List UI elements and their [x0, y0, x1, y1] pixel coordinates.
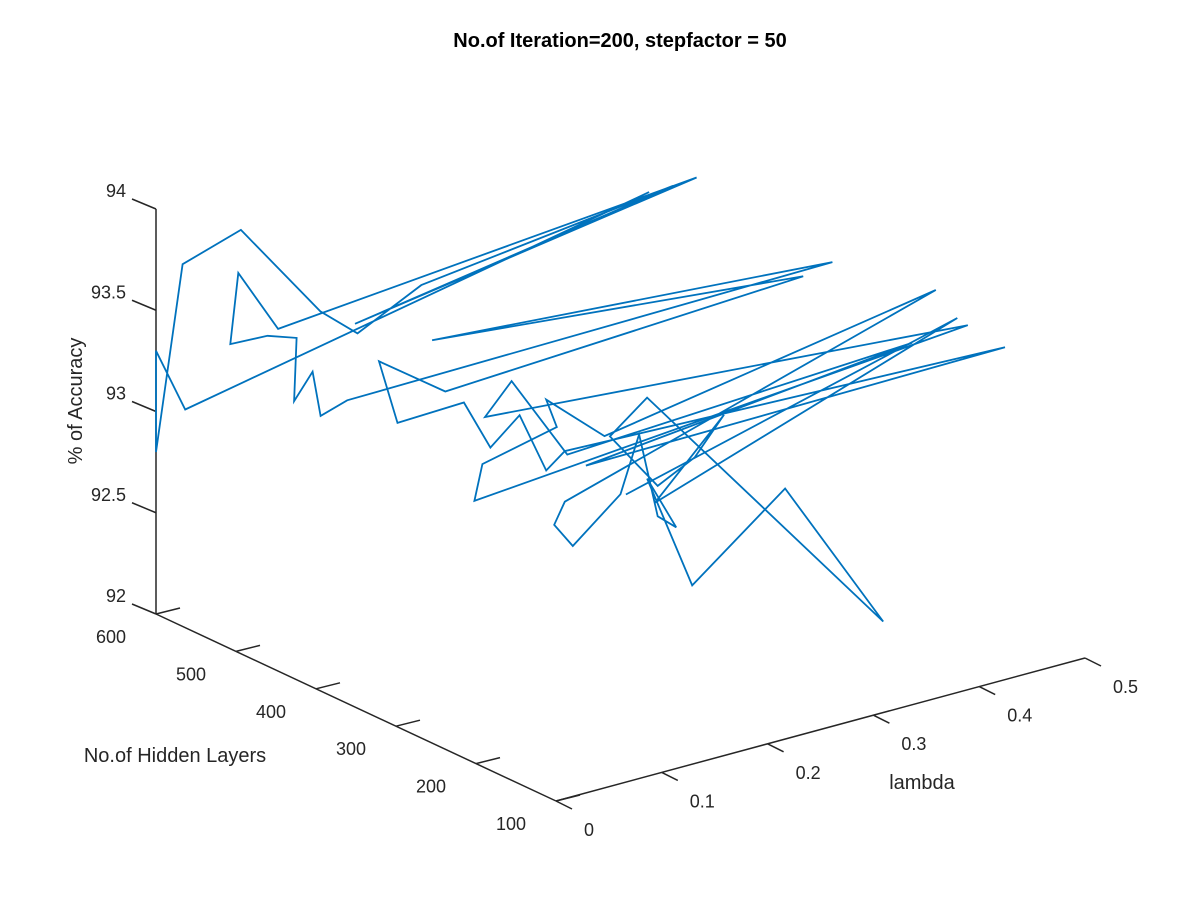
accuracy-tick-mark — [131, 299, 157, 311]
hidden-layers-tick-label: 100 — [496, 814, 526, 834]
hidden-layers-tick-label: 300 — [336, 739, 366, 759]
lambda-axis-line — [555, 657, 1086, 802]
accuracy-tick-label: 93 — [106, 384, 126, 404]
accuracy-axis: 92 92.5 93 93.5 94 % of Accuracy — [65, 181, 157, 615]
lambda-tick-label: 0.3 — [901, 734, 926, 754]
lambda-tick-label: 0.5 — [1113, 677, 1138, 697]
hidden-layers-axis: 100 200 300 400 500 600 No.of Hidden Layers — [84, 607, 581, 834]
hidden-layers-tick-mark — [155, 607, 181, 615]
lambda-tick-label: 0.4 — [1007, 706, 1032, 726]
lambda-tick-label: 0.2 — [796, 763, 821, 783]
lambda-tick-label: 0 — [584, 820, 594, 840]
lambda-tick-mark — [978, 685, 996, 696]
hidden-layers-tick-mark — [235, 644, 261, 653]
hidden-layers-tick-label: 600 — [96, 627, 126, 647]
hidden-layers-tick-label: 200 — [416, 777, 446, 797]
accuracy-tick-mark — [131, 502, 157, 514]
accuracy-ticks: 92 92.5 93 93.5 94 — [91, 181, 157, 615]
accuracy-tick-mark — [131, 400, 157, 413]
hidden-layers-axis-label: No.of Hidden Layers — [84, 745, 266, 767]
accuracy-tick-label: 94 — [106, 181, 126, 201]
hidden-layers-tick-label: 400 — [256, 702, 286, 722]
lambda-tick-mark — [555, 800, 573, 810]
hidden-layers-ticks: 100 200 300 400 500 600 — [96, 607, 581, 834]
lambda-tick-mark — [661, 771, 679, 782]
lambda-axis-label: lambda — [889, 772, 955, 794]
lambda-tick-mark — [767, 743, 784, 753]
accuracy-series-line — [155, 176, 1006, 623]
accuracy-tick-label: 92 — [106, 586, 126, 606]
hidden-layers-tick-label: 500 — [176, 664, 206, 684]
hidden-layers-tick-mark — [395, 719, 421, 727]
accuracy-tick-label: 92.5 — [91, 485, 126, 505]
chart-title: No.of Iteration=200, stepfactor = 50 — [453, 30, 786, 52]
accuracy-tick-mark — [131, 603, 157, 615]
lambda-tick-mark — [1084, 657, 1102, 667]
accuracy-axis-label: % of Accuracy — [65, 338, 87, 465]
hidden-layers-axis-line — [155, 613, 557, 802]
lambda-tick-label: 0.1 — [690, 791, 715, 811]
hidden-layers-tick-mark — [555, 794, 581, 802]
lambda-axis: 0 0.1 0.2 0.3 0.4 0.5 lambda — [555, 657, 1138, 840]
accuracy-tick-label: 93.5 — [91, 282, 126, 302]
accuracy-tick-mark — [131, 198, 157, 210]
lambda-ticks: 0 0.1 0.2 0.3 0.4 0.5 — [555, 657, 1138, 840]
lambda-tick-mark — [873, 714, 890, 724]
plot-area — [155, 176, 1006, 623]
hidden-layers-tick-mark — [315, 682, 341, 690]
hidden-layers-tick-mark — [475, 756, 501, 765]
